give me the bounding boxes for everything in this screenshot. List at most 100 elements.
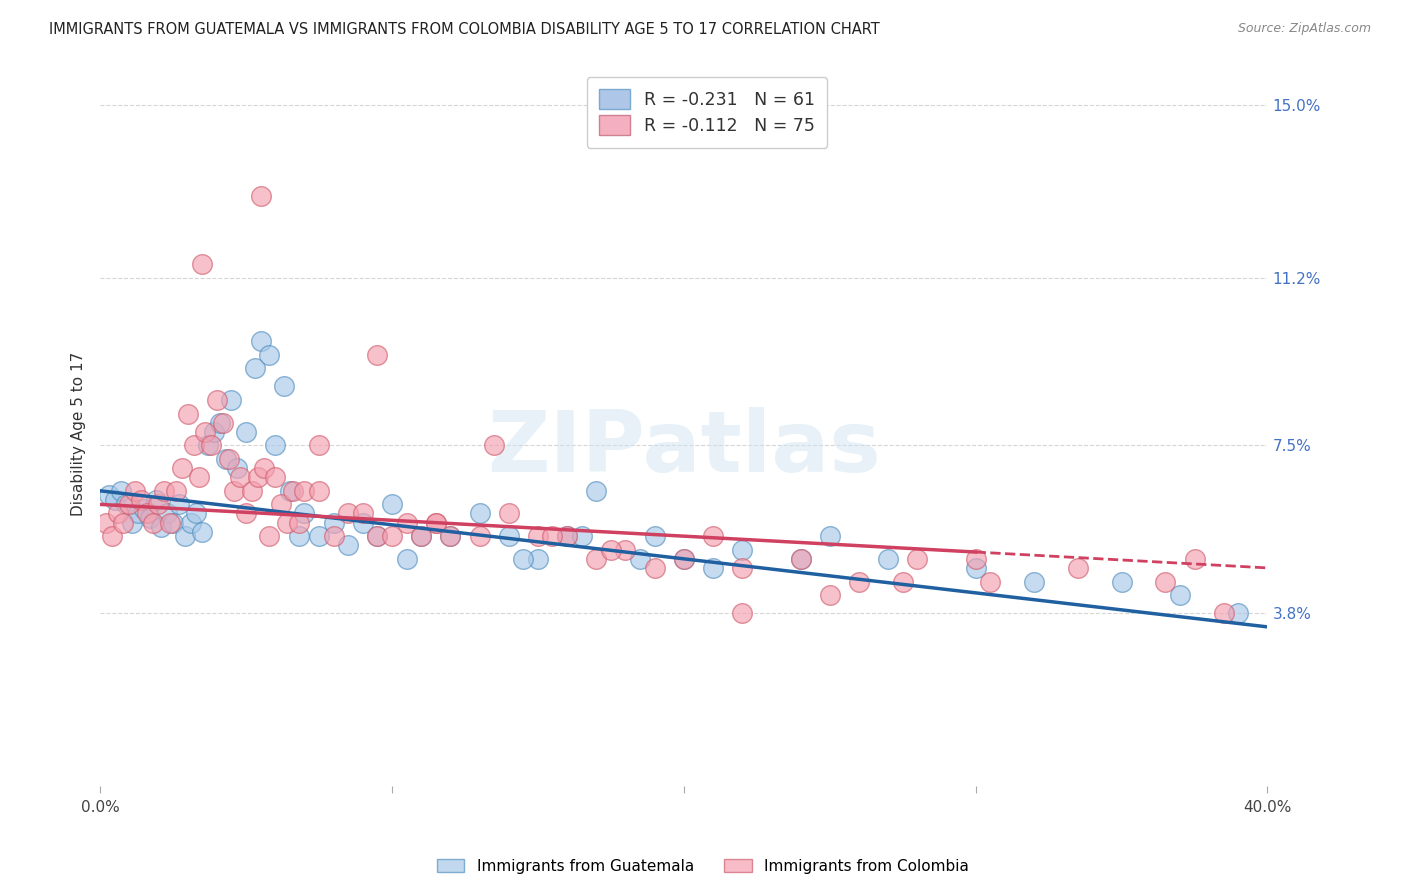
Immigrants from Colombia [211, 416, 233, 430]
Immigrants from Colombia [731, 561, 754, 575]
Immigrants from Colombia [1212, 607, 1234, 621]
Immigrants from Colombia [124, 483, 146, 498]
Immigrants from Guatemala [294, 507, 316, 521]
Immigrants from Guatemala [208, 416, 231, 430]
Immigrants from Colombia [614, 542, 637, 557]
Immigrants from Guatemala [249, 334, 271, 348]
Immigrants from Guatemala [273, 379, 295, 393]
Immigrants from Colombia [224, 483, 246, 498]
Immigrants from Colombia [965, 552, 987, 566]
Immigrants from Colombia [731, 607, 754, 621]
Immigrants from Colombia [381, 529, 404, 543]
Immigrants from Colombia [1154, 574, 1177, 589]
Immigrants from Colombia [599, 542, 621, 557]
Immigrants from Colombia [205, 392, 228, 407]
Immigrants from Colombia [848, 574, 870, 589]
Immigrants from Guatemala [644, 529, 666, 543]
Immigrants from Guatemala [110, 483, 132, 498]
Immigrants from Guatemala [202, 425, 225, 439]
Immigrants from Colombia [107, 507, 129, 521]
Immigrants from Colombia [165, 483, 187, 498]
Immigrants from Colombia [148, 497, 170, 511]
Immigrants from Guatemala [197, 438, 219, 452]
Immigrants from Colombia [240, 483, 263, 498]
Immigrants from Colombia [294, 483, 316, 498]
Immigrants from Guatemala [381, 497, 404, 511]
Immigrants from Colombia [129, 492, 152, 507]
Immigrants from Colombia [585, 552, 607, 566]
Immigrants from Colombia [252, 461, 274, 475]
Immigrants from Guatemala [150, 520, 173, 534]
Immigrants from Guatemala [104, 492, 127, 507]
Immigrants from Guatemala [672, 552, 695, 566]
Immigrants from Guatemala [139, 511, 162, 525]
Immigrants from Guatemala [702, 561, 724, 575]
Immigrants from Colombia [249, 189, 271, 203]
Immigrants from Colombia [135, 507, 157, 521]
Immigrants from Guatemala [173, 529, 195, 543]
Immigrants from Colombia [818, 588, 841, 602]
Immigrants from Colombia [118, 497, 141, 511]
Immigrants from Guatemala [214, 452, 236, 467]
Immigrants from Colombia [191, 257, 214, 271]
Immigrants from Guatemala [337, 538, 360, 552]
Immigrants from Guatemala [145, 492, 167, 507]
Immigrants from Colombia [891, 574, 914, 589]
Immigrants from Colombia [101, 529, 124, 543]
Immigrants from Colombia [229, 470, 252, 484]
Immigrants from Guatemala [555, 529, 578, 543]
Immigrants from Colombia [395, 516, 418, 530]
Immigrants from Guatemala [571, 529, 593, 543]
Immigrants from Guatemala [366, 529, 388, 543]
Immigrants from Guatemala [162, 516, 184, 530]
Immigrants from Guatemala [731, 542, 754, 557]
Immigrants from Guatemala [180, 516, 202, 530]
Immigrants from Guatemala [468, 507, 491, 521]
Immigrants from Colombia [159, 516, 181, 530]
Immigrants from Guatemala [287, 529, 309, 543]
Immigrants from Colombia [789, 552, 811, 566]
Immigrants from Colombia [281, 483, 304, 498]
Immigrants from Guatemala [628, 552, 651, 566]
Immigrants from Colombia [425, 516, 447, 530]
Y-axis label: Disability Age 5 to 17: Disability Age 5 to 17 [72, 352, 86, 516]
Immigrants from Guatemala [352, 516, 374, 530]
Immigrants from Guatemala [818, 529, 841, 543]
Immigrants from Colombia [259, 529, 281, 543]
Immigrants from Colombia [153, 483, 176, 498]
Immigrants from Colombia [1184, 552, 1206, 566]
Immigrants from Guatemala [585, 483, 607, 498]
Immigrants from Colombia [411, 529, 433, 543]
Immigrants from Colombia [905, 552, 928, 566]
Immigrants from Colombia [322, 529, 344, 543]
Immigrants from Guatemala [127, 507, 149, 521]
Immigrants from Guatemala [156, 507, 179, 521]
Immigrants from Colombia [246, 470, 269, 484]
Immigrants from Guatemala [965, 561, 987, 575]
Immigrants from Colombia [188, 470, 211, 484]
Immigrants from Guatemala [322, 516, 344, 530]
Text: Source: ZipAtlas.com: Source: ZipAtlas.com [1237, 22, 1371, 36]
Immigrants from Guatemala [264, 438, 287, 452]
Immigrants from Guatemala [243, 361, 266, 376]
Immigrants from Guatemala [877, 552, 900, 566]
Immigrants from Colombia [352, 507, 374, 521]
Immigrants from Colombia [270, 497, 292, 511]
Immigrants from Colombia [112, 516, 135, 530]
Immigrants from Guatemala [226, 461, 249, 475]
Immigrants from Colombia [468, 529, 491, 543]
Immigrants from Colombia [425, 516, 447, 530]
Immigrants from Colombia [337, 507, 360, 521]
Immigrants from Guatemala [527, 552, 550, 566]
Immigrants from Colombia [527, 529, 550, 543]
Immigrants from Colombia [194, 425, 217, 439]
Immigrants from Guatemala [1111, 574, 1133, 589]
Immigrants from Guatemala [395, 552, 418, 566]
Immigrants from Colombia [439, 529, 461, 543]
Immigrants from Colombia [218, 452, 240, 467]
Immigrants from Colombia [308, 483, 330, 498]
Immigrants from Colombia [276, 516, 298, 530]
Immigrants from Guatemala [167, 497, 190, 511]
Immigrants from Guatemala [132, 502, 155, 516]
Immigrants from Guatemala [1227, 607, 1250, 621]
